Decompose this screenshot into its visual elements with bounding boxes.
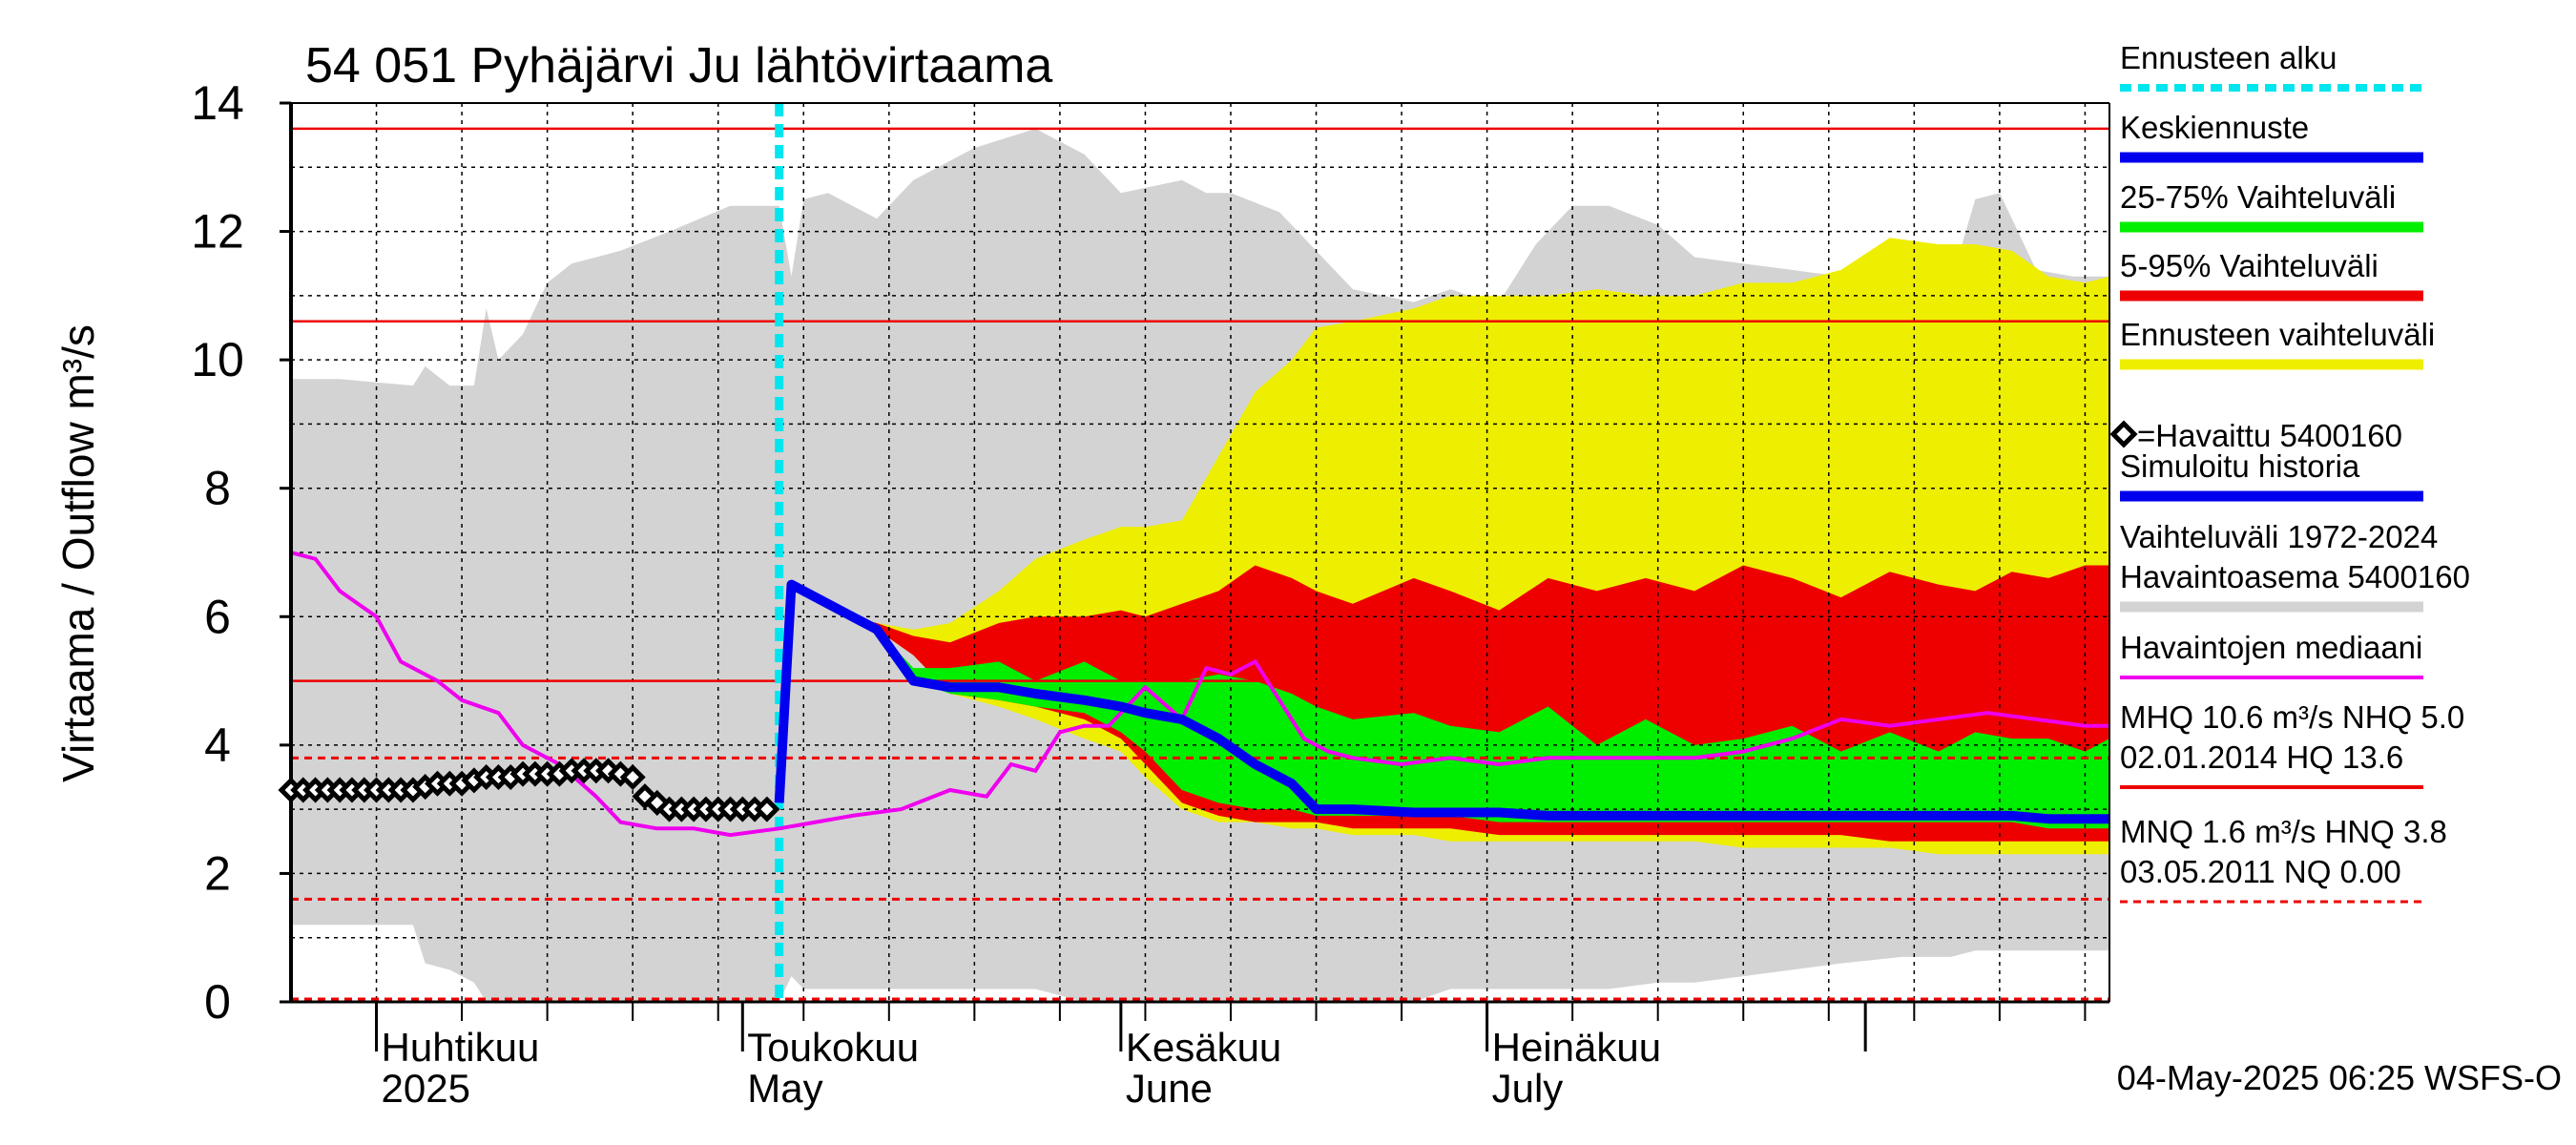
legend-label: 02.01.2014 HQ 13.6: [2120, 739, 2403, 775]
legend-label: Havaintoasema 5400160: [2120, 559, 2470, 594]
y-tick-label: 4: [204, 718, 231, 772]
month-label-en: May: [747, 1066, 822, 1111]
y-tick-label: 14: [191, 76, 244, 130]
month-label-en: July: [1492, 1066, 1564, 1111]
y-tick-label: 2: [204, 846, 231, 900]
y-tick-label: 12: [191, 205, 244, 259]
legend-label: Simuloitu historia: [2120, 448, 2360, 484]
month-label-fi: Heinäkuu: [1492, 1025, 1661, 1070]
legend: Ennusteen alku Keskiennuste 25-75% Vaihtel…: [2109, 40, 2470, 904]
legend-label: MHQ 10.6 m³/s NHQ 5.0: [2120, 699, 2464, 735]
legend-label: 5-95% Vaihteluväli: [2120, 248, 2379, 283]
observed-point: [619, 763, 646, 791]
legend-label: Keskiennuste: [2120, 110, 2309, 145]
series-lines: [291, 103, 2109, 1002]
legend-swatch: [2109, 420, 2138, 448]
forecast-bands: [291, 128, 2109, 1002]
month-label-fi: Huhtikuu: [382, 1025, 540, 1070]
legend-label: 25-75% Vaihteluväli: [2120, 179, 2396, 215]
legend-label: =Havaittu 5400160: [2137, 418, 2402, 453]
month-label-fi: Kesäkuu: [1126, 1025, 1281, 1070]
median-line: [291, 551, 2109, 838]
legend-label: Ennusteen alku: [2120, 40, 2337, 75]
chart-title: 54 051 Pyhäjärvi Ju lähtövirtaama: [305, 38, 1052, 94]
y-axis-label: Virtaama / Outflow m³/s: [53, 324, 103, 782]
plot-area: [291, 103, 2109, 1002]
month-label-fi: Toukokuu: [747, 1025, 919, 1070]
month-label-en: June: [1126, 1066, 1213, 1111]
legend-label: Vaihteluväli 1972-2024: [2120, 519, 2438, 554]
band-25-75: [779, 584, 2109, 829]
y-tick-label: 10: [191, 333, 244, 386]
observed-markers: [278, 758, 780, 822]
y-tick-label: 0: [204, 975, 231, 1029]
y-tick-label: 6: [204, 590, 231, 643]
legend-label: 03.05.2011 NQ 0.00: [2120, 854, 2401, 889]
legend-label: Ennusteen vaihteluväli: [2120, 317, 2435, 352]
legend-label: MNQ 1.6 m³/s HNQ 3.8: [2120, 814, 2447, 849]
footer-timestamp: 04-May-2025 06:25 WSFS-O: [2117, 1058, 2562, 1097]
observed-point: [754, 796, 780, 822]
mean-forecast-line: [774, 579, 2109, 824]
legend-label: Havaintojen mediaani: [2120, 630, 2422, 665]
y-tick-label: 8: [204, 462, 231, 515]
month-label-en: 2025: [382, 1066, 470, 1111]
grid-lines: [291, 103, 2109, 1002]
